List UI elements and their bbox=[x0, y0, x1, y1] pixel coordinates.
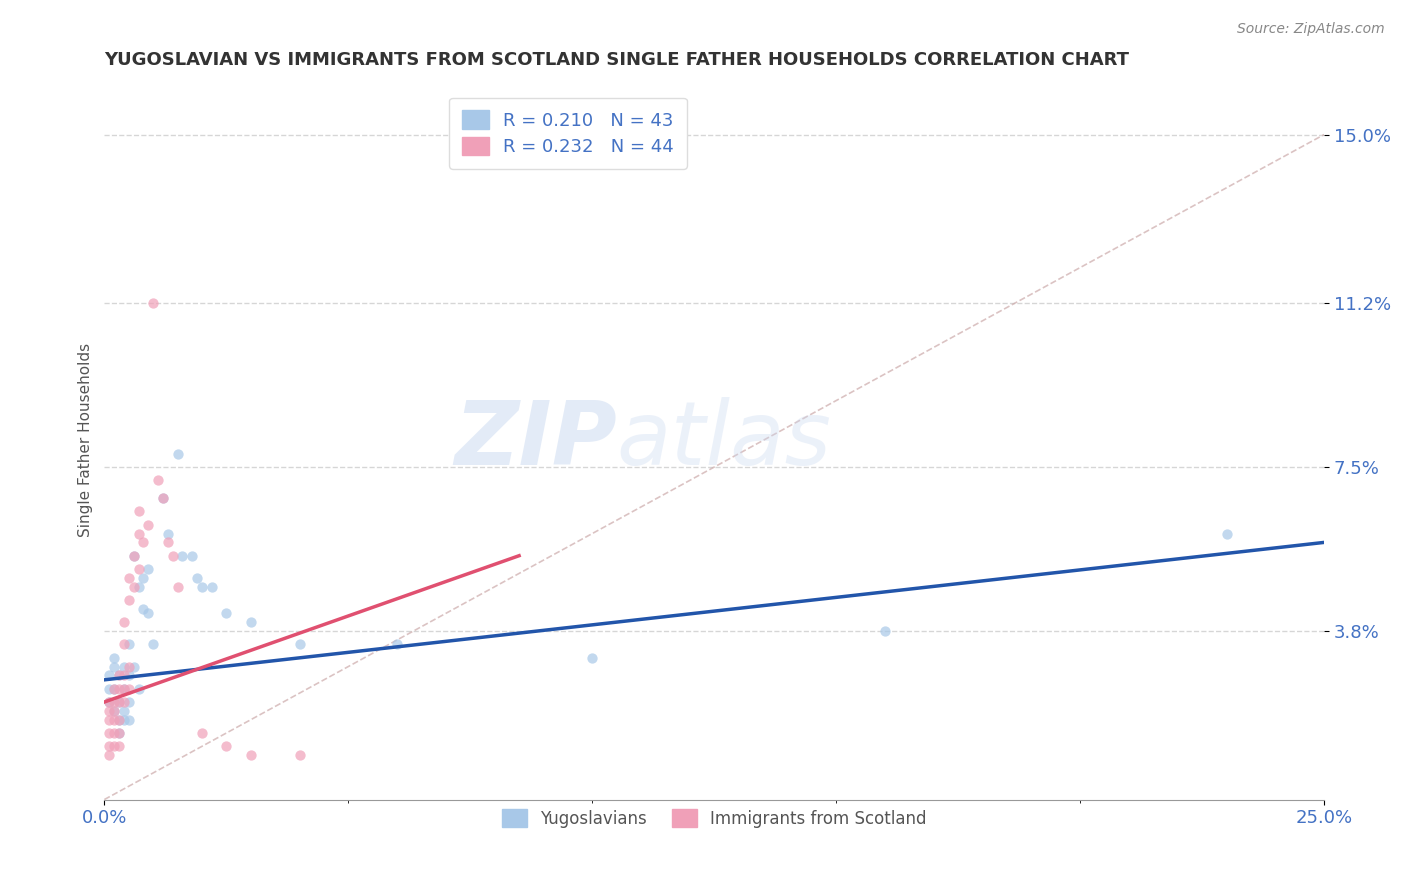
Point bbox=[103, 650, 125, 665]
Point bbox=[128, 504, 150, 518]
Point bbox=[98, 695, 121, 709]
Point bbox=[136, 607, 159, 621]
Point bbox=[103, 681, 125, 696]
Point bbox=[98, 695, 121, 709]
Point bbox=[118, 637, 141, 651]
Point bbox=[172, 549, 194, 563]
Point bbox=[191, 580, 214, 594]
Point bbox=[288, 637, 311, 651]
Point bbox=[122, 580, 145, 594]
Point bbox=[146, 473, 169, 487]
Point bbox=[122, 659, 145, 673]
Point bbox=[108, 739, 131, 754]
Point bbox=[108, 726, 131, 740]
Text: Source: ZipAtlas.com: Source: ZipAtlas.com bbox=[1237, 22, 1385, 37]
Point bbox=[118, 695, 141, 709]
Point bbox=[98, 704, 121, 718]
Point bbox=[118, 571, 141, 585]
Point bbox=[112, 681, 135, 696]
Point bbox=[122, 549, 145, 563]
Point bbox=[118, 681, 141, 696]
Point bbox=[239, 615, 262, 630]
Point bbox=[112, 668, 135, 682]
Point bbox=[112, 713, 135, 727]
Point bbox=[112, 659, 135, 673]
Point bbox=[103, 659, 125, 673]
Point bbox=[103, 704, 125, 718]
Point bbox=[128, 681, 150, 696]
Text: ZIP: ZIP bbox=[454, 397, 617, 484]
Point bbox=[108, 681, 131, 696]
Point bbox=[98, 668, 121, 682]
Point bbox=[132, 535, 155, 549]
Point bbox=[215, 739, 238, 754]
Point bbox=[103, 681, 125, 696]
Point bbox=[108, 713, 131, 727]
Point bbox=[98, 713, 121, 727]
Point bbox=[152, 491, 174, 505]
Point bbox=[239, 748, 262, 763]
Point bbox=[1215, 526, 1237, 541]
Point bbox=[142, 296, 165, 310]
Point bbox=[103, 713, 125, 727]
Point bbox=[112, 637, 135, 651]
Legend: Yugoslavians, Immigrants from Scotland: Yugoslavians, Immigrants from Scotland bbox=[495, 803, 934, 834]
Text: atlas: atlas bbox=[617, 398, 831, 483]
Point bbox=[118, 713, 141, 727]
Point bbox=[112, 704, 135, 718]
Point bbox=[103, 704, 125, 718]
Point bbox=[385, 637, 408, 651]
Point bbox=[152, 491, 174, 505]
Point bbox=[98, 748, 121, 763]
Point bbox=[108, 695, 131, 709]
Point bbox=[118, 668, 141, 682]
Point bbox=[128, 562, 150, 576]
Point bbox=[108, 726, 131, 740]
Point bbox=[112, 681, 135, 696]
Point bbox=[108, 668, 131, 682]
Point bbox=[132, 571, 155, 585]
Point bbox=[98, 681, 121, 696]
Point bbox=[201, 580, 224, 594]
Point bbox=[288, 748, 311, 763]
Point bbox=[108, 668, 131, 682]
Point bbox=[136, 562, 159, 576]
Point bbox=[112, 615, 135, 630]
Point bbox=[156, 526, 179, 541]
Point bbox=[103, 739, 125, 754]
Point bbox=[118, 659, 141, 673]
Point bbox=[186, 571, 208, 585]
Point bbox=[128, 526, 150, 541]
Point bbox=[128, 580, 150, 594]
Y-axis label: Single Father Households: Single Father Households bbox=[79, 343, 93, 538]
Point bbox=[118, 593, 141, 607]
Point bbox=[191, 726, 214, 740]
Point bbox=[136, 517, 159, 532]
Point bbox=[156, 535, 179, 549]
Point bbox=[142, 637, 165, 651]
Point bbox=[103, 695, 125, 709]
Point bbox=[112, 695, 135, 709]
Point bbox=[103, 726, 125, 740]
Point bbox=[162, 549, 184, 563]
Point bbox=[873, 624, 896, 638]
Point bbox=[166, 447, 188, 461]
Point bbox=[108, 695, 131, 709]
Text: YUGOSLAVIAN VS IMMIGRANTS FROM SCOTLAND SINGLE FATHER HOUSEHOLDS CORRELATION CHA: YUGOSLAVIAN VS IMMIGRANTS FROM SCOTLAND … bbox=[104, 51, 1129, 69]
Point bbox=[166, 580, 188, 594]
Point bbox=[98, 739, 121, 754]
Point bbox=[108, 713, 131, 727]
Point bbox=[132, 602, 155, 616]
Point bbox=[581, 650, 603, 665]
Point bbox=[122, 549, 145, 563]
Point bbox=[215, 607, 238, 621]
Point bbox=[181, 549, 204, 563]
Point bbox=[98, 726, 121, 740]
